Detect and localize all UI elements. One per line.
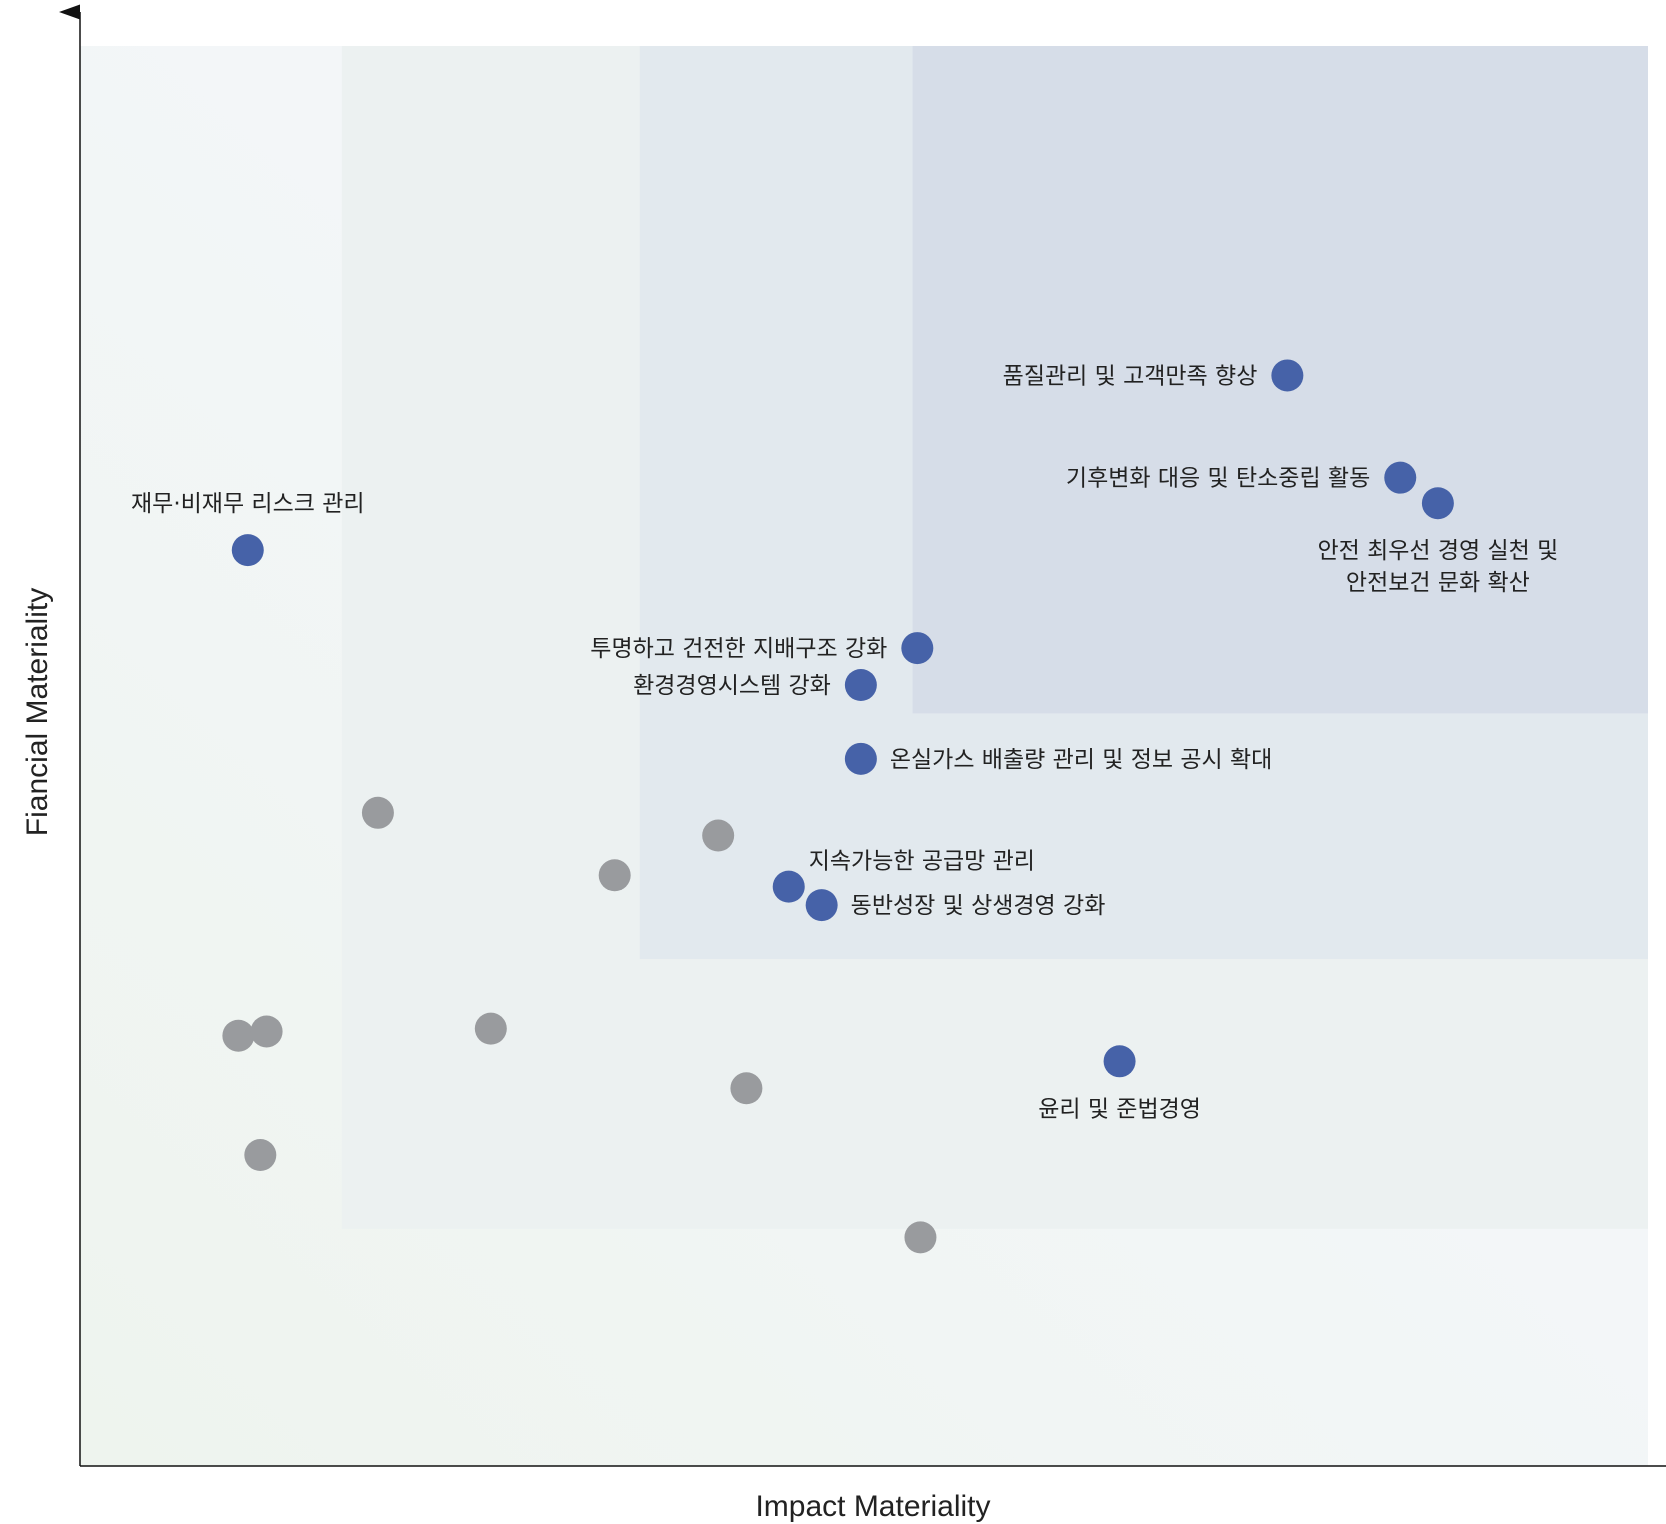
material-point <box>1384 461 1417 494</box>
material-point <box>1103 1045 1136 1078</box>
axes: Impact Materiality Fiancial Materiality <box>21 4 1666 1523</box>
other-point <box>244 1139 277 1172</box>
y-axis-title: Fiancial Materiality <box>21 588 54 836</box>
other-point <box>598 859 631 892</box>
material-point <box>805 889 838 922</box>
point-label: 안전 최우선 경영 실천 및 <box>1317 538 1558 564</box>
material-point <box>1271 359 1304 392</box>
other-point <box>250 1015 283 1048</box>
point-label: 환경경영시스템 강화 <box>633 673 831 699</box>
other-point <box>474 1012 507 1045</box>
point-label: 윤리 및 준법경영 <box>1038 1096 1201 1122</box>
other-point <box>361 796 394 829</box>
other-point <box>702 819 735 852</box>
material-point <box>901 632 934 665</box>
point-label: 온실가스 배출량 관리 및 정보 공시 확대 <box>890 747 1272 773</box>
material-point <box>231 534 264 567</box>
point-label: 재무·비재무 리스크 관리 <box>131 491 365 517</box>
x-axis-title: Impact Materiality <box>755 1490 990 1523</box>
other-point <box>730 1072 763 1105</box>
material-point <box>844 669 877 701</box>
material-point <box>1421 487 1454 520</box>
point-label: 기후변화 대응 및 탄소중립 활동 <box>1066 466 1370 492</box>
material-point <box>772 870 805 903</box>
point-label: 품질관리 및 고객만족 향상 <box>1003 363 1258 389</box>
point-label: 동반성장 및 상생경영 강화 <box>851 893 1106 919</box>
point-label: 지속가능한 공급망 관리 <box>809 849 1035 875</box>
material-point <box>844 742 877 775</box>
point-label: 투명하고 건전한 지배구조 강화 <box>590 636 887 662</box>
priority-zones <box>80 46 1649 1466</box>
other-point <box>222 1019 255 1052</box>
point-label: 안전보건 문화 확산 <box>1346 570 1530 596</box>
other-point <box>904 1221 937 1254</box>
